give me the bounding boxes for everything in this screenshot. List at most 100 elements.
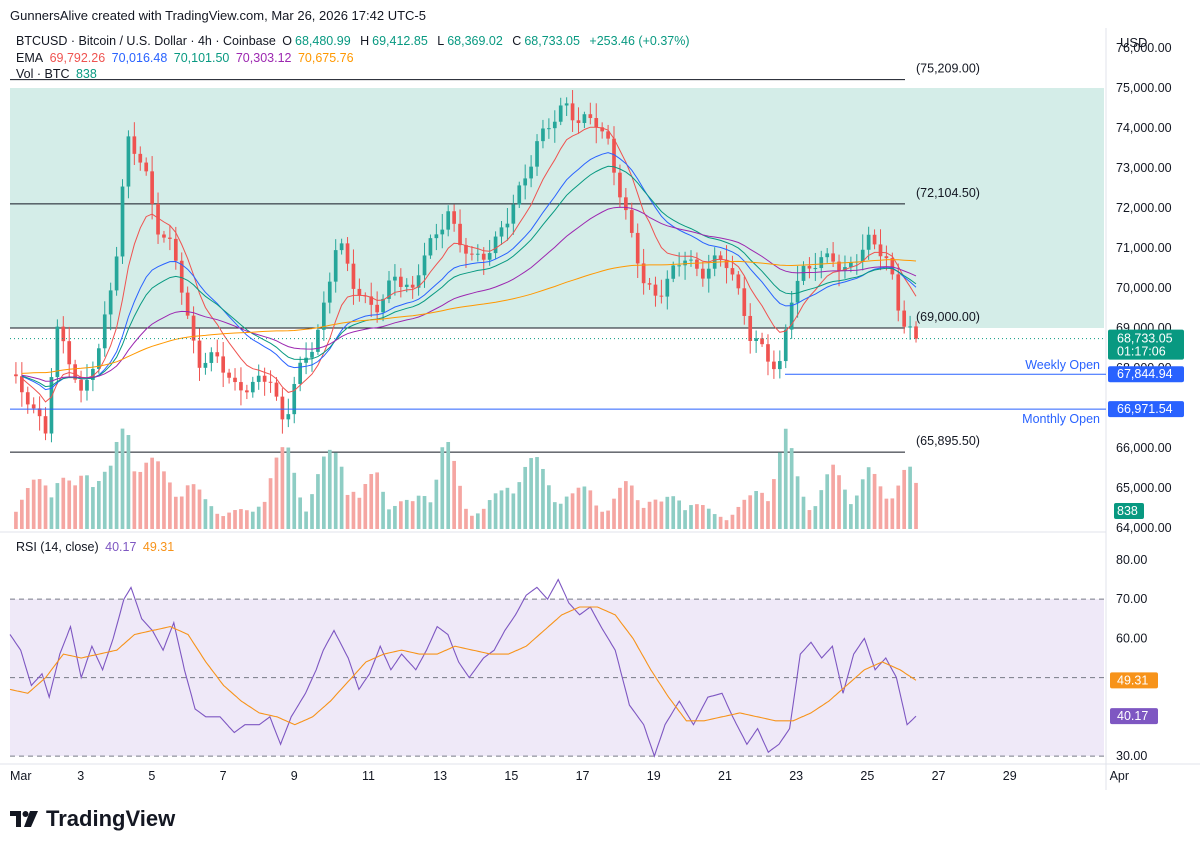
volume-bar: [458, 485, 462, 529]
volume-bars: [14, 428, 918, 529]
candle-body: [813, 268, 818, 270]
candle-body: [440, 229, 445, 235]
time-tick-label: 25: [860, 769, 874, 783]
volume-bar: [896, 485, 901, 529]
volume-bar: [37, 479, 42, 529]
candle-body: [671, 265, 676, 279]
candle-body: [209, 352, 214, 363]
candle-body: [772, 361, 776, 370]
candle-body: [511, 204, 516, 224]
candle-body: [357, 288, 362, 296]
candle-body: [612, 138, 616, 173]
volume-bar: [239, 509, 243, 529]
volume-bar: [511, 493, 516, 529]
candle-body: [132, 136, 137, 154]
volume-value: 838: [75, 67, 97, 81]
volume-bar: [742, 499, 747, 529]
volume-bar: [422, 496, 427, 529]
volume-bar: [387, 509, 391, 529]
volume-bar: [789, 448, 794, 529]
ema-label: EMA: [16, 51, 44, 65]
level-label: (65,895.50): [916, 434, 980, 448]
candle-body: [458, 223, 462, 246]
volume-bar: [156, 461, 160, 529]
rsi-legend[interactable]: RSI (14, close) 40.17 49.31: [16, 540, 177, 554]
candle-body: [144, 162, 149, 172]
time-tick-label: 7: [220, 769, 227, 783]
ema-value-4: 70,303.12: [235, 51, 292, 65]
volume-bar: [339, 466, 344, 529]
candle-body: [345, 243, 350, 264]
candle-body: [304, 357, 308, 363]
volume-bar: [683, 510, 687, 529]
volume-legend[interactable]: Vol · BTC 838: [16, 67, 100, 81]
price-tick-label: 65,000.00: [1116, 481, 1172, 495]
ema-line-1: [21, 126, 917, 403]
volume-bar: [653, 499, 658, 529]
candle-body: [695, 259, 699, 269]
candle-body: [96, 348, 101, 369]
price-change: +253.46 (+0.37%): [589, 34, 690, 48]
volume-bar: [434, 479, 439, 529]
time-tick-label: 23: [789, 769, 803, 783]
candle-body: [375, 304, 379, 313]
ema-value-1: 69,792.26: [49, 51, 106, 65]
candle-body: [653, 284, 658, 296]
rsi-ma-value-tag: [1110, 672, 1158, 689]
volume-bar: [55, 483, 60, 529]
currency-selector[interactable]: USD: [1120, 35, 1148, 50]
volume-bar: [547, 485, 551, 529]
tradingview-logo[interactable]: TradingView: [10, 806, 175, 832]
tradingview-logo-text: TradingView: [46, 806, 176, 831]
candle-body: [191, 315, 196, 341]
candle-body: [807, 265, 812, 269]
candle-body: [801, 265, 806, 281]
time-tick-label: Apr: [1110, 769, 1129, 783]
candle-body: [523, 178, 528, 186]
candle-body: [736, 274, 741, 289]
rsi-tick-label: 80.00: [1116, 553, 1147, 567]
time-tick-label: 17: [576, 769, 590, 783]
volume-bar: [280, 447, 285, 529]
volume-bar: [671, 496, 676, 529]
volume-bar: [600, 511, 605, 529]
volume-bar: [393, 505, 397, 529]
volume-bar: [849, 504, 853, 529]
volume-bar: [132, 471, 137, 529]
volume-bar: [541, 468, 545, 529]
candle-body: [576, 120, 581, 124]
volume-bar: [67, 480, 72, 529]
candle-body: [156, 203, 160, 235]
volume-bar: [766, 501, 770, 529]
time-tick-label: 29: [1003, 769, 1017, 783]
volume-bar: [843, 489, 847, 529]
price-tick-label: 72,000.00: [1116, 201, 1172, 215]
volume-bar: [878, 486, 883, 529]
rsi-tick-label: 60.00: [1116, 631, 1147, 645]
candle-body: [766, 344, 770, 362]
candle-body: [896, 274, 901, 311]
rsi-ma-value-tag-text: 49.31: [1117, 673, 1148, 687]
candle-body: [351, 263, 356, 289]
candle-body: [274, 382, 279, 397]
volume-bar: [724, 520, 729, 529]
volume-bar: [345, 494, 350, 529]
ema-line-4: [21, 206, 917, 382]
candle-body: [665, 278, 670, 297]
price-tick-label: 74,000.00: [1116, 121, 1172, 135]
symbol-title[interactable]: BTCUSD · Bitcoin / U.S. Dollar · 4h · Co…: [16, 34, 276, 48]
ema-legend[interactable]: EMA 69,792.26 70,016.48 70,101.50 70,303…: [16, 51, 357, 65]
candle-body: [14, 374, 18, 377]
time-tick-label: 19: [647, 769, 661, 783]
volume-bar: [612, 498, 616, 529]
volume-bar: [505, 487, 510, 529]
volume-bar: [31, 479, 36, 529]
candle-body: [505, 223, 510, 228]
candle-body: [120, 186, 125, 257]
candle-body: [55, 326, 60, 378]
candle-body: [878, 244, 883, 257]
time-tick-label: 27: [932, 769, 946, 783]
candle-body: [387, 280, 391, 299]
volume-bar: [695, 504, 699, 529]
candle-body: [49, 377, 54, 434]
